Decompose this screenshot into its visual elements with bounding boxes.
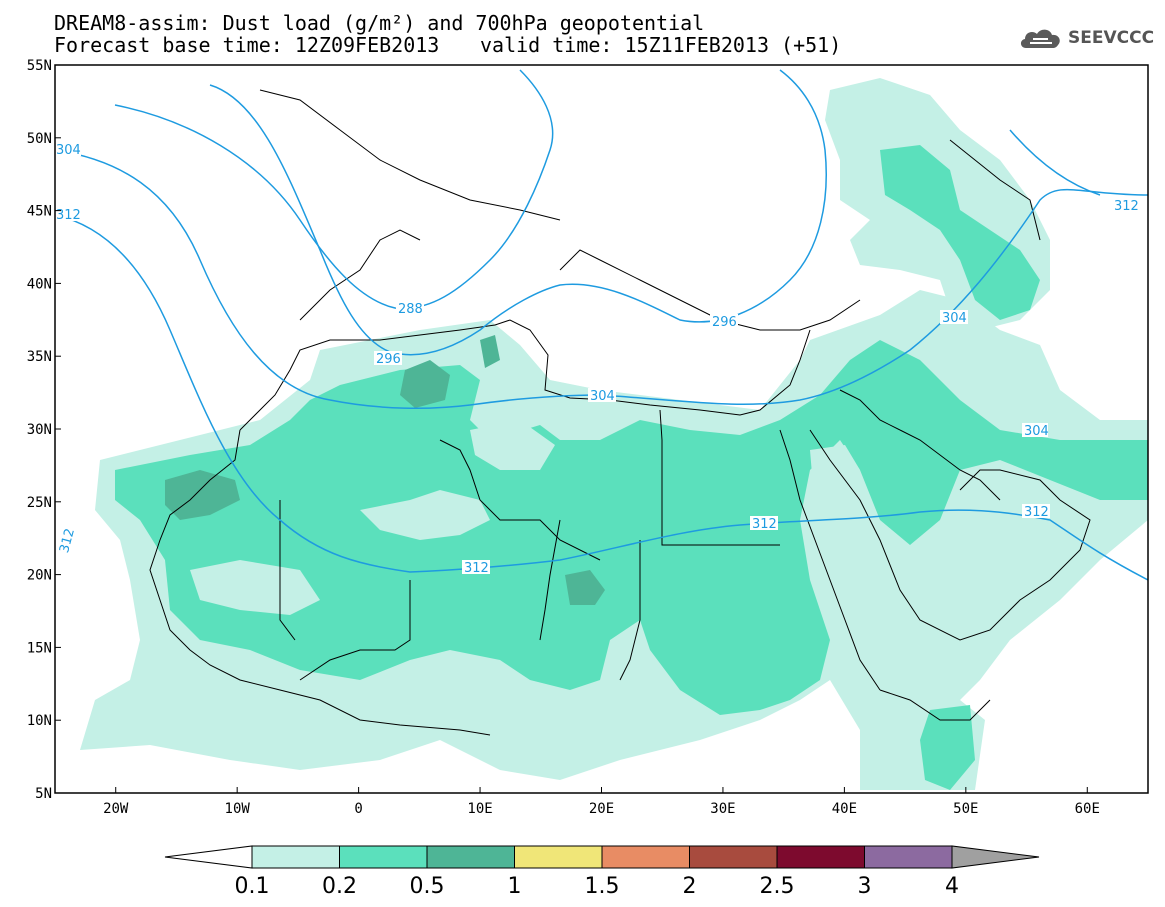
lat-tick-label: 50N — [27, 131, 52, 147]
colorbar-level-label: 2 — [683, 874, 697, 899]
colorbar-labels: 0.1 0.2 0.5 1 1.5 2 2.5 3 4 — [235, 874, 960, 899]
colorbar-above-arrow — [951, 845, 1040, 869]
base-time: Forecast base time: 12Z09FEB2013 — [54, 33, 440, 57]
contour-label: 312 — [752, 517, 777, 532]
contour-label: 312 — [464, 561, 489, 576]
lon-tick-label: 20E — [589, 801, 614, 817]
colorbar-box — [251, 845, 340, 869]
contour-label: 304 — [590, 389, 615, 404]
valid-time: valid time: 15Z11FEB2013 (+51) — [480, 33, 842, 57]
colorbar-level-label: 0.1 — [235, 874, 270, 899]
colorbar-level-label: 0.5 — [410, 874, 445, 899]
contour-label: 312 — [1114, 199, 1139, 214]
lat-tick-label: 55N — [27, 58, 52, 74]
dust-level-0.2 — [115, 145, 1148, 790]
lon-tick-label: 50E — [953, 801, 978, 817]
contour-label: 304 — [942, 311, 967, 326]
contour-label: 296 — [376, 352, 401, 367]
colorbar-box — [339, 845, 428, 869]
lat-tick-label: 5N — [35, 786, 52, 802]
lat-tick-label: 20N — [27, 568, 52, 584]
logo-text: SEEVCCC — [1068, 28, 1155, 48]
seevccc-logo: SEEVCCC — [1018, 26, 1154, 50]
lat-tick-label: 10N — [27, 713, 52, 729]
colorbar-box — [864, 845, 953, 869]
dust-low-holes — [190, 420, 1090, 615]
contour-label: 304 — [56, 143, 81, 158]
map-title: DREAM8-assim: Dust load (g/m²) and 700hP… — [54, 11, 705, 35]
lon-tick-label: 0 — [354, 801, 362, 817]
colorbar-level-label: 1.5 — [585, 874, 620, 899]
map-area: 304 312 288 296 296 304 304 304 312 312 … — [55, 65, 1148, 793]
contour-label: 304 — [1024, 424, 1049, 439]
colorbar-box — [689, 845, 778, 869]
lat-tick-label: 30N — [27, 422, 52, 438]
colorbar-level-label: 4 — [945, 874, 959, 899]
colorbar-level-label: 1 — [508, 874, 522, 899]
lon-tick-label: 10E — [467, 801, 492, 817]
dust-level-0.5 — [165, 335, 605, 605]
contour-label: 288 — [398, 302, 423, 317]
axes: 20W 10W 0 10E 20E 30E 40E 50E 60E 55N 50N 45N 40N 35N… — [27, 58, 1100, 817]
contour-label: 312 — [57, 527, 78, 555]
lon-tick-label: 40E — [832, 801, 857, 817]
colorbar-level-label: 3 — [858, 874, 872, 899]
colorbar-box — [776, 845, 865, 869]
colorbar-below-arrow — [164, 845, 253, 869]
lat-tick-label: 35N — [27, 349, 52, 365]
lat-tick-label: 25N — [27, 495, 52, 511]
colorbar-box — [601, 845, 690, 869]
contour-label-group: 304 312 288 296 296 304 304 304 312 312 … — [55, 142, 1140, 576]
lat-tick-label: 45N — [27, 204, 52, 220]
contour-label: 296 — [712, 315, 737, 330]
lat-tick-label: 40N — [27, 276, 52, 292]
colorbar-level-label: 0.2 — [322, 874, 357, 899]
lon-tick-label: 10W — [225, 801, 251, 817]
colorbar-level-label: 2.5 — [760, 874, 795, 899]
coastlines-and-borders — [149, 89, 1091, 736]
contour-label: 312 — [56, 208, 81, 223]
contour-label: 312 — [1024, 505, 1049, 520]
lon-tick-label: 60E — [1075, 801, 1100, 817]
colorbar-box — [514, 845, 603, 869]
colorbar: 0.1 0.2 0.5 1 1.5 2 2.5 3 4 — [164, 845, 1040, 899]
colorbar-boxes — [251, 845, 953, 869]
lat-tick-label: 15N — [27, 640, 52, 656]
cloud-icon — [1020, 29, 1060, 48]
forecast-times: Forecast base time: 12Z09FEB2013 valid ti… — [54, 33, 841, 57]
lon-tick-label: 30E — [710, 801, 735, 817]
colorbar-box — [426, 845, 515, 869]
lon-tick-label: 20W — [103, 801, 129, 817]
